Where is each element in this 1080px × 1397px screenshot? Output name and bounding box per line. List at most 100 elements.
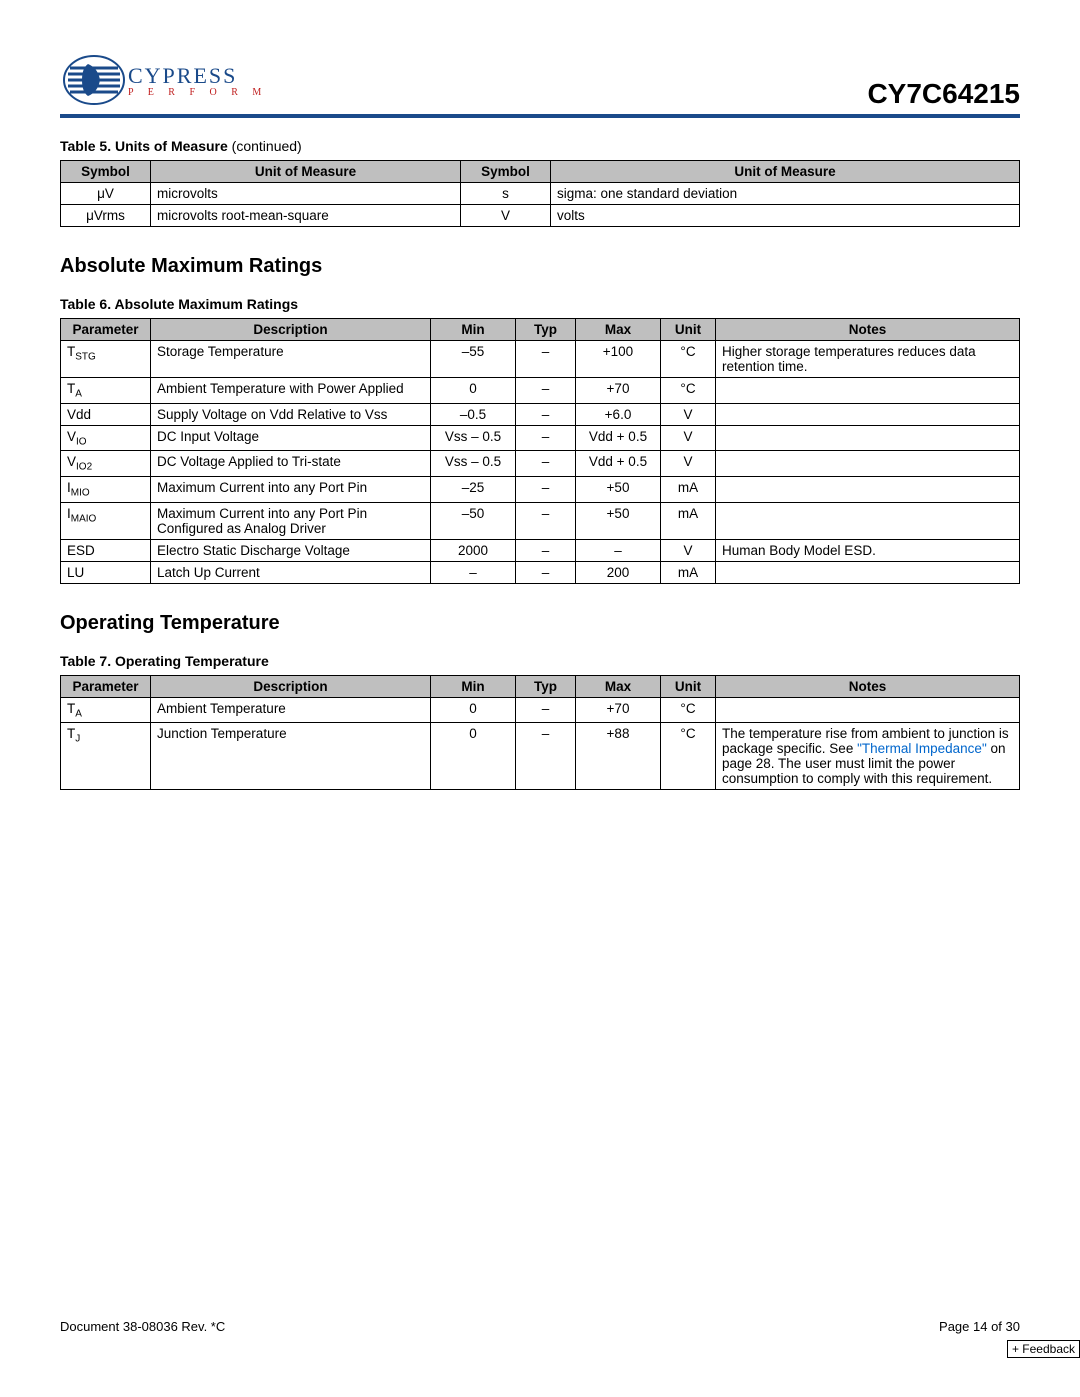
cell-min: 0 xyxy=(431,697,516,723)
cell-unit: mA xyxy=(661,561,716,583)
cell-unit: °C xyxy=(661,697,716,723)
cell-notes xyxy=(716,378,1020,404)
cell-unit: sigma: one standard deviation xyxy=(551,183,1020,205)
cell-notes: Human Body Model ESD. xyxy=(716,539,1020,561)
table5-caption: Table 5. Units of Measure (continued) xyxy=(60,138,1020,154)
cell-max: +70 xyxy=(576,697,661,723)
table-header-row: Parameter Description Min Typ Max Unit N… xyxy=(61,319,1020,341)
cell-notes xyxy=(716,477,1020,503)
cell-param: TJ xyxy=(61,723,151,790)
th: Typ xyxy=(516,319,576,341)
th: Notes xyxy=(716,319,1020,341)
table6: Parameter Description Min Typ Max Unit N… xyxy=(60,318,1020,584)
part-number: CY7C64215 xyxy=(867,78,1020,110)
table-row: ESD Electro Static Discharge Voltage 200… xyxy=(61,539,1020,561)
cell-desc: Maximum Current into any Port Pin Config… xyxy=(151,502,431,539)
table-row: LU Latch Up Current – – 200 mA xyxy=(61,561,1020,583)
cell-min: – xyxy=(431,561,516,583)
logo-tagline: P E R F O R M xyxy=(128,87,267,98)
thermal-impedance-link[interactable]: "Thermal Impedance" xyxy=(857,741,987,756)
cell-max: Vdd + 0.5 xyxy=(576,451,661,477)
cell-min: 0 xyxy=(431,723,516,790)
th: Parameter xyxy=(61,675,151,697)
cell-max: +50 xyxy=(576,477,661,503)
cell-param: VIO2 xyxy=(61,451,151,477)
cell-notes xyxy=(716,403,1020,425)
cell-max: +70 xyxy=(576,378,661,404)
table6-caption-text: Table 6. Absolute Maximum Ratings xyxy=(60,296,298,312)
th-unit2: Unit of Measure xyxy=(551,161,1020,183)
cell-desc: Electro Static Discharge Voltage xyxy=(151,539,431,561)
table-row: VIO DC Input Voltage Vss – 0.5 – Vdd + 0… xyxy=(61,425,1020,451)
cell-unit: V xyxy=(661,451,716,477)
cell-unit: V xyxy=(661,539,716,561)
cell-notes: The temperature rise from ambient to jun… xyxy=(716,723,1020,790)
cell-unit: °C xyxy=(661,341,716,378)
cell-notes xyxy=(716,561,1020,583)
cell-unit: microvolts root-mean-square xyxy=(151,205,461,227)
cell-param: TSTG xyxy=(61,341,151,378)
table-row: IMIO Maximum Current into any Port Pin –… xyxy=(61,477,1020,503)
cell-max: Vdd + 0.5 xyxy=(576,425,661,451)
cell-param: LU xyxy=(61,561,151,583)
th: Unit xyxy=(661,675,716,697)
cell-typ: – xyxy=(516,451,576,477)
logo: CYPRESS P E R F O R M xyxy=(60,50,267,110)
section-title-abs-max: Absolute Maximum Ratings xyxy=(60,255,1020,278)
feedback-button[interactable]: + Feedback xyxy=(1007,1340,1080,1358)
th: Unit xyxy=(661,319,716,341)
cell-typ: – xyxy=(516,697,576,723)
th-symbol: Symbol xyxy=(61,161,151,183)
cell-notes xyxy=(716,451,1020,477)
table-row: Vdd Supply Voltage on Vdd Relative to Vs… xyxy=(61,403,1020,425)
cell-unit: °C xyxy=(661,723,716,790)
th: Max xyxy=(576,675,661,697)
th: Min xyxy=(431,319,516,341)
cell-desc: Ambient Temperature with Power Applied xyxy=(151,378,431,404)
doc-rev: Document 38-08036 Rev. *C xyxy=(60,1319,225,1334)
cell-symbol: V xyxy=(461,205,551,227)
logo-brand-text: CYPRESS xyxy=(128,63,267,89)
cell-typ: – xyxy=(516,502,576,539)
th: Notes xyxy=(716,675,1020,697)
cell-min: 0 xyxy=(431,378,516,404)
th: Description xyxy=(151,675,431,697)
cell-unit: V xyxy=(661,403,716,425)
cell-desc: DC Input Voltage xyxy=(151,425,431,451)
table6-caption: Table 6. Absolute Maximum Ratings xyxy=(60,296,1020,312)
cell-param: TA xyxy=(61,378,151,404)
th: Max xyxy=(576,319,661,341)
th: Description xyxy=(151,319,431,341)
cell-unit: mA xyxy=(661,477,716,503)
cell-param: IMAIO xyxy=(61,502,151,539)
table-header-row: Parameter Description Min Typ Max Unit N… xyxy=(61,675,1020,697)
cell-unit: microvolts xyxy=(151,183,461,205)
th: Min xyxy=(431,675,516,697)
cell-unit: volts xyxy=(551,205,1020,227)
cell-notes: Higher storage temperatures reduces data… xyxy=(716,341,1020,378)
cell-param: Vdd xyxy=(61,403,151,425)
th: Typ xyxy=(516,675,576,697)
cell-min: –50 xyxy=(431,502,516,539)
cell-symbol: μV xyxy=(61,183,151,205)
cell-desc: Latch Up Current xyxy=(151,561,431,583)
cell-max: +88 xyxy=(576,723,661,790)
cell-notes xyxy=(716,425,1020,451)
cell-notes xyxy=(716,697,1020,723)
cell-param: ESD xyxy=(61,539,151,561)
cell-symbol: s xyxy=(461,183,551,205)
table-header-row: Symbol Unit of Measure Symbol Unit of Me… xyxy=(61,161,1020,183)
cell-max: +100 xyxy=(576,341,661,378)
cell-desc: Supply Voltage on Vdd Relative to Vss xyxy=(151,403,431,425)
cell-param: VIO xyxy=(61,425,151,451)
table-row: TJ Junction Temperature 0 – +88 °C The t… xyxy=(61,723,1020,790)
table-row: μVrms microvolts root-mean-square V volt… xyxy=(61,205,1020,227)
cell-typ: – xyxy=(516,403,576,425)
cell-param: IMIO xyxy=(61,477,151,503)
cell-unit: V xyxy=(661,425,716,451)
cell-symbol: μVrms xyxy=(61,205,151,227)
th-symbol2: Symbol xyxy=(461,161,551,183)
cell-min: –0.5 xyxy=(431,403,516,425)
table-row: VIO2 DC Voltage Applied to Tri-state Vss… xyxy=(61,451,1020,477)
th: Parameter xyxy=(61,319,151,341)
